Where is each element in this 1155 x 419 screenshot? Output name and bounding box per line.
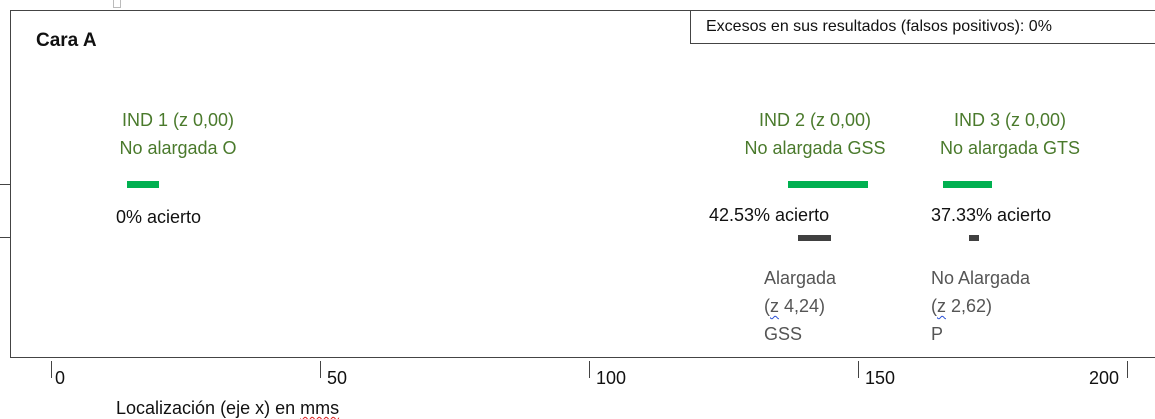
ind-1-bar: [127, 181, 159, 188]
result-2-z: (z 2,62): [931, 296, 993, 316]
ind-2-title: IND 2 (z 0,00): [758, 110, 872, 130]
x-axis-label: Localización (eje x) en mms: [116, 398, 340, 418]
ind-3-accuracy: 37.33% acierto: [931, 205, 1052, 225]
x-tick-label: 100: [596, 368, 627, 388]
result-1-label: Alargada (z 4,24) GSS: [764, 264, 836, 348]
x-tick-label: 150: [865, 368, 896, 388]
diagram-frame: [10, 10, 1155, 358]
ind-2-bar: [788, 181, 868, 188]
left-tick: [0, 184, 10, 185]
result-2-label: No Alargada (z 2,62) P: [931, 264, 1030, 348]
ind-2-label: IND 2 (z 0,00) No alargada GSS: [730, 108, 900, 160]
result-1-bar: [798, 235, 831, 241]
result-1-class: GSS: [764, 324, 803, 344]
false-positives-box: Excesos en sus resultados (falsos positi…: [690, 10, 1155, 44]
ind-3-bar: [943, 181, 992, 188]
ind-2-type: No alargada GSS: [744, 138, 886, 158]
x-tick: [1127, 361, 1128, 378]
ind-1-title: IND 1 (z 0,00): [121, 110, 235, 130]
result-1-z: (z 4,24): [764, 296, 826, 316]
ind-2-accuracy: 42.53% acierto: [709, 205, 830, 225]
ind-3-label: IND 3 (z 0,00) No alargada GTS: [925, 108, 1095, 160]
x-tick-label: 200: [1089, 368, 1120, 388]
x-tick: [320, 361, 321, 378]
x-tick-label: 0: [55, 368, 66, 388]
ind-1-type: No alargada O: [119, 138, 237, 158]
ind-1-label: IND 1 (z 0,00) No alargada O: [98, 108, 258, 160]
ind-3-title: IND 3 (z 0,00): [953, 110, 1067, 130]
x-tick-label: 50: [327, 368, 348, 388]
result-2-class: P: [931, 324, 944, 344]
x-tick: [858, 361, 859, 378]
left-tick: [0, 237, 10, 238]
result-2-bar: [969, 235, 979, 241]
face-title: Cara A: [36, 30, 97, 51]
x-tick: [51, 361, 52, 378]
x-tick: [589, 361, 590, 378]
ind-1-accuracy: 0% acierto: [116, 207, 202, 227]
result-2-type: No Alargada: [931, 268, 1031, 288]
page-corner-mark: [113, 0, 121, 8]
result-1-type: Alargada: [764, 268, 837, 288]
ind-3-type: No alargada GTS: [939, 138, 1081, 158]
